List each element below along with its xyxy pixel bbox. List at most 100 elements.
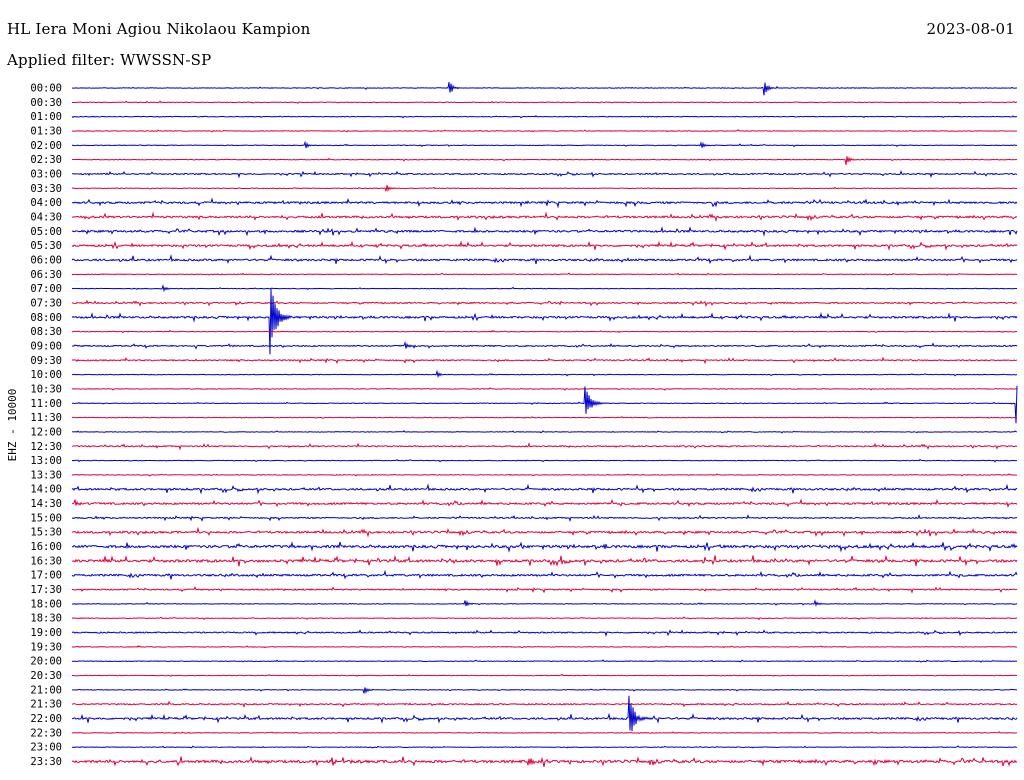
- row-time-label: 21:30: [30, 699, 62, 711]
- trace-row-0500: [71, 226, 1018, 237]
- trace-row-0230: [71, 156, 1018, 166]
- trace-row-1830: [71, 616, 1018, 621]
- trace-row-0430: [71, 211, 1018, 223]
- trace-row-1600: [71, 541, 1018, 553]
- trace-row-1430: [71, 498, 1018, 508]
- row-time-label: 03:00: [30, 168, 62, 180]
- row-time-label: 02:30: [30, 154, 62, 166]
- row-time-label: 07:30: [30, 297, 62, 309]
- trace-row-1630: [71, 554, 1018, 567]
- row-time-label: 06:00: [30, 254, 62, 266]
- row-time-label: 08:30: [30, 326, 62, 338]
- trace-row-2230: [71, 730, 1017, 735]
- row-time-label: 16:30: [30, 555, 62, 567]
- trace-row-0530: [71, 240, 1018, 251]
- trace-row-0030: [71, 100, 1018, 105]
- trace-row-0730: [71, 299, 1018, 308]
- trace-row-1100: [71, 385, 1018, 424]
- trace-row-2330: [71, 755, 1018, 768]
- row-time-label: 16:00: [30, 541, 62, 553]
- trace-row-0130: [71, 129, 1018, 133]
- trace-row-2030: [71, 673, 1018, 677]
- row-time-label: 11:30: [30, 412, 62, 424]
- row-time-label: 12:30: [30, 441, 62, 453]
- trace-row-1130: [71, 416, 1018, 419]
- trace-row-1700: [71, 569, 1018, 580]
- trace-row-0830: [71, 329, 1018, 334]
- trace-row-0000: [71, 81, 1018, 96]
- row-time-label: 01:00: [30, 111, 62, 123]
- trace-row-2130: [71, 700, 1018, 708]
- row-time-label: 20:00: [30, 656, 62, 668]
- trace-row-0200: [71, 140, 1018, 149]
- trace-row-0630: [71, 272, 1018, 276]
- row-time-label: 05:00: [30, 226, 62, 238]
- row-time-label: 09:30: [30, 355, 62, 367]
- trace-row-1300: [71, 458, 1018, 463]
- trace-row-1930: [71, 645, 1018, 649]
- trace-row-1400: [71, 483, 1018, 495]
- row-time-label: 15:30: [30, 527, 62, 539]
- row-time-label: 04:00: [30, 197, 62, 209]
- row-time-label: 11:00: [30, 398, 62, 410]
- trace-row-2300: [71, 745, 1018, 749]
- row-time-label: 03:30: [30, 183, 62, 195]
- trace-row-2100: [72, 687, 1018, 695]
- trace-row-1900: [71, 629, 1018, 637]
- trace-row-1500: [71, 513, 1018, 523]
- trace-row-0700: [71, 284, 1018, 293]
- row-time-label: 12:00: [30, 426, 62, 438]
- trace-row-1200: [71, 430, 1018, 434]
- row-time-label: 10:00: [30, 369, 62, 381]
- row-time-label: 23:30: [30, 756, 62, 768]
- row-time-label: 14:00: [30, 484, 62, 496]
- row-time-label: 22:30: [30, 727, 62, 739]
- trace-row-1730: [71, 585, 1018, 594]
- record-date: 2023-08-01: [926, 20, 1015, 38]
- trace-row-2200: [71, 695, 1018, 732]
- y-axis-label: EHZ - 10000: [6, 389, 19, 462]
- filter-label: Applied filter: WWSSN-SP: [7, 51, 212, 69]
- row-time-label: 20:30: [30, 670, 62, 682]
- trace-row-2000: [71, 659, 1018, 663]
- trace-row-0930: [71, 356, 1018, 365]
- time-labels: 00:00 00:30 01:00 01:30 02:00 02:30 03:00 03:30…: [30, 83, 62, 769]
- trace-row-1000: [71, 369, 1018, 379]
- trace-row-1230: [71, 442, 1018, 451]
- trace-row-1330: [71, 473, 1018, 477]
- trace-row-0300: [71, 170, 1018, 179]
- row-time-label: 01:30: [30, 125, 62, 137]
- row-time-label: 18:00: [30, 598, 62, 610]
- row-time-label: 21:00: [30, 684, 62, 696]
- trace-row-0800: [71, 288, 1018, 355]
- trace-row-1800: [71, 599, 1018, 607]
- row-time-label: 10:30: [30, 383, 62, 395]
- trace-row-1030: [71, 387, 1018, 391]
- row-time-label: 05:30: [30, 240, 62, 252]
- row-time-label: 23:00: [30, 742, 62, 754]
- trace-row-1530: [71, 526, 1018, 538]
- row-time-label: 13:30: [30, 469, 62, 481]
- station-title: HL Iera Moni Agiou Nikolaou Kampion: [7, 20, 311, 38]
- row-time-label: 15:00: [30, 512, 62, 524]
- row-time-label: 19:30: [30, 641, 62, 653]
- trace-row-0600: [71, 254, 1018, 265]
- row-time-label: 04:30: [30, 211, 62, 223]
- row-time-label: 00:30: [30, 97, 62, 109]
- trace-row-0900: [71, 340, 1018, 350]
- row-time-label: 02:00: [30, 140, 62, 152]
- row-time-label: 08:00: [30, 312, 62, 324]
- trace-row-0330: [71, 185, 1017, 193]
- trace-row-0100: [71, 114, 1018, 119]
- row-time-label: 17:30: [30, 584, 62, 596]
- row-time-label: 00:00: [30, 83, 62, 95]
- row-time-label: 22:00: [30, 713, 62, 725]
- trace-row-0400: [71, 197, 1018, 209]
- traces: [71, 81, 1018, 768]
- row-time-label: 17:00: [30, 570, 62, 582]
- row-time-label: 09:00: [30, 340, 62, 352]
- row-time-label: 18:30: [30, 613, 62, 625]
- row-time-label: 07:00: [30, 283, 62, 295]
- row-time-label: 13:00: [30, 455, 62, 467]
